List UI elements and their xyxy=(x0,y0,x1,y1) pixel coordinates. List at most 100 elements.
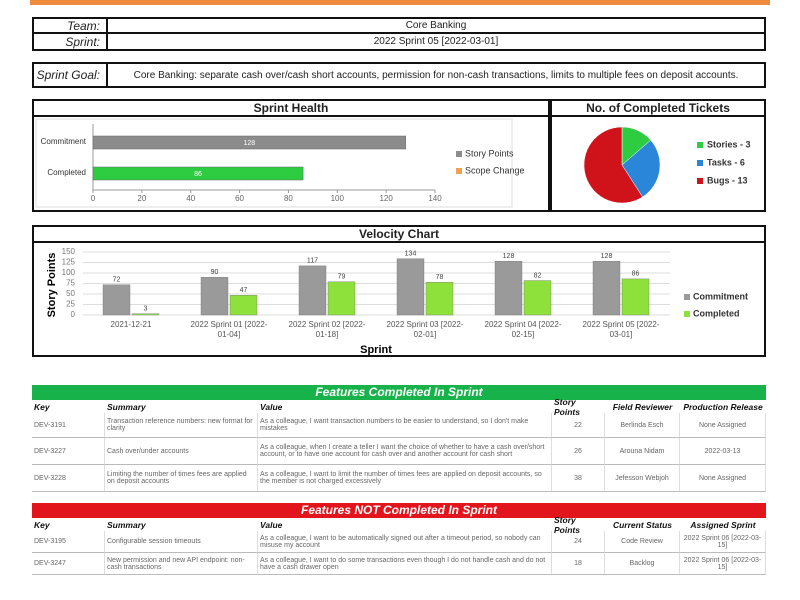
legend-swatch xyxy=(684,294,690,300)
column-header: Production Release xyxy=(683,401,763,412)
column-header: Value xyxy=(260,401,283,412)
legend-swatch xyxy=(697,160,703,166)
x-axis-title: Sprint xyxy=(360,344,392,356)
table-cell: 2022 Sprint 06 [2022-03-15] xyxy=(680,531,766,553)
data-label: 128 xyxy=(243,140,255,147)
y-tick-label: 125 xyxy=(62,258,76,267)
bar xyxy=(494,261,523,316)
x-tick-label: 2022 Sprint 05 [2022-03-01] xyxy=(582,320,660,339)
goal-value: Core Banking: separate cash over/cash sh… xyxy=(133,69,739,81)
column-header: Current Status xyxy=(612,519,673,530)
x-tick-label: 120 xyxy=(379,194,393,203)
column-header: Story Points xyxy=(554,514,580,535)
velocity-panel: Velocity Chart xyxy=(32,225,766,357)
y-axis-title: Story Points xyxy=(46,253,58,318)
legend-label: Bugs - 13 xyxy=(707,175,748,185)
x-tick-label: 20 xyxy=(137,194,146,203)
column-header: Summary xyxy=(107,401,146,412)
table-cell: DEV-3247 xyxy=(32,553,105,575)
legend-label: Story Points xyxy=(465,148,514,158)
table-cell: None Assigned xyxy=(680,413,766,438)
bar xyxy=(102,284,131,316)
column-header: Summary xyxy=(107,519,146,530)
bar xyxy=(92,166,304,181)
bar xyxy=(425,282,454,316)
team-label: Team: xyxy=(34,19,108,34)
table-cell: 24 xyxy=(552,531,605,553)
column-header: Value xyxy=(260,519,283,530)
table-cell: Transaction reference numbers: new forma… xyxy=(105,413,258,438)
data-label: 78 xyxy=(436,274,444,281)
x-tick-label: 2021-12-21 xyxy=(110,320,152,329)
table-cell: None Assigned xyxy=(680,465,766,492)
bar xyxy=(396,258,425,316)
data-label: 117 xyxy=(307,258,318,265)
table-cell: As a colleague, I want transaction numbe… xyxy=(258,413,552,438)
table-cell: Berlinda Esch xyxy=(605,413,680,438)
bar xyxy=(229,295,258,316)
column-header: Key xyxy=(34,519,50,530)
table-cell: 2022-03-13 xyxy=(680,438,766,465)
tickets-panel: No. of Completed Tickets xyxy=(550,99,766,212)
table-cell: Backlog xyxy=(605,553,680,575)
table-cell: As a colleague, when I create a teller I… xyxy=(258,438,552,465)
top-accent xyxy=(30,0,770,5)
table-cell: 26 xyxy=(552,438,605,465)
legend-swatch xyxy=(456,168,462,174)
table-title: Features Completed In Sprint xyxy=(32,385,766,400)
table-cell: Cash over/under accounts xyxy=(105,438,258,465)
data-label: 86 xyxy=(632,271,640,278)
y-tick-label: 75 xyxy=(66,279,75,288)
pie-slice xyxy=(621,139,661,198)
table-cell: Limiting the number of times fees are ap… xyxy=(105,465,258,492)
goal-label: Sprint Goal: xyxy=(34,64,108,86)
table-title: Features NOT Completed In Sprint xyxy=(32,503,766,518)
x-tick-label: 0 xyxy=(91,194,96,203)
y-tick-label: 50 xyxy=(66,289,75,298)
data-label: 82 xyxy=(534,272,542,279)
data-label: 128 xyxy=(503,253,515,260)
table-cell: Jefesson Webjoh xyxy=(605,465,680,492)
y-tick-label: 25 xyxy=(66,300,75,309)
sprint-value: 2022 Sprint 05 [2022-03-01] xyxy=(373,36,499,47)
table-cell: DEV-3227 xyxy=(32,438,105,465)
bar xyxy=(327,281,356,316)
y-tick-label: 150 xyxy=(62,247,76,256)
table-cell: DEV-3228 xyxy=(32,465,105,492)
table-cell: As a colleague, I want to do some transa… xyxy=(258,553,552,575)
column-header: Assigned Sprint xyxy=(690,519,756,530)
bar xyxy=(298,265,327,316)
bar xyxy=(200,277,229,316)
sprint-label: Sprint: xyxy=(34,34,108,49)
data-label: 134 xyxy=(405,251,417,258)
column-header: Field Reviewer xyxy=(612,401,673,412)
x-tick-label: 2022 Sprint 03 [2022-02-01] xyxy=(386,320,464,339)
table-cell: 22 xyxy=(552,413,605,438)
data-label: 79 xyxy=(338,274,346,281)
legend-label: Scope Change xyxy=(465,165,525,175)
legend-label: Stories - 3 xyxy=(707,139,751,149)
table-cell: As a colleague, I want to limit the numb… xyxy=(258,465,552,492)
bar xyxy=(621,278,650,316)
legend-label: Tasks - 6 xyxy=(707,157,745,167)
x-tick-label: 40 xyxy=(186,194,195,203)
x-tick-label: 2022 Sprint 04 [2022-02-15] xyxy=(484,320,562,339)
table-cell: Configurable session timeouts xyxy=(105,531,258,553)
table-cell: DEV-3195 xyxy=(32,531,105,553)
bar xyxy=(92,135,406,150)
table-cell: 38 xyxy=(552,465,605,492)
table-cell: Code Review xyxy=(605,531,680,553)
bar xyxy=(131,313,160,316)
data-label: 72 xyxy=(113,277,121,284)
bar xyxy=(592,261,621,316)
category-label: Completed xyxy=(47,168,86,177)
column-header: Story Points xyxy=(554,396,580,417)
x-tick-label: 60 xyxy=(235,194,244,203)
sprint-health-panel: Sprint Health xyxy=(32,99,550,212)
category-label: Commitment xyxy=(41,137,87,146)
x-tick-label: 100 xyxy=(331,194,345,203)
data-label: 86 xyxy=(194,171,202,178)
table-cell: DEV-3191 xyxy=(32,413,105,438)
x-tick-label: 2022 Sprint 01 [2022-01-04] xyxy=(190,320,268,339)
